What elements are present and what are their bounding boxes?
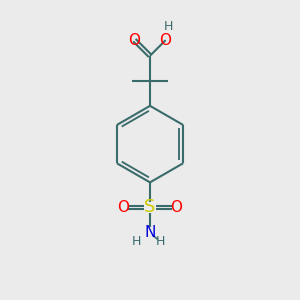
Text: H: H	[132, 236, 141, 248]
Text: S: S	[144, 198, 156, 216]
Text: H: H	[156, 236, 165, 248]
Text: O: O	[128, 33, 140, 48]
Text: N: N	[144, 225, 156, 240]
Text: O: O	[170, 200, 182, 215]
Text: O: O	[160, 33, 172, 48]
Text: O: O	[118, 200, 130, 215]
Text: H: H	[163, 20, 173, 33]
